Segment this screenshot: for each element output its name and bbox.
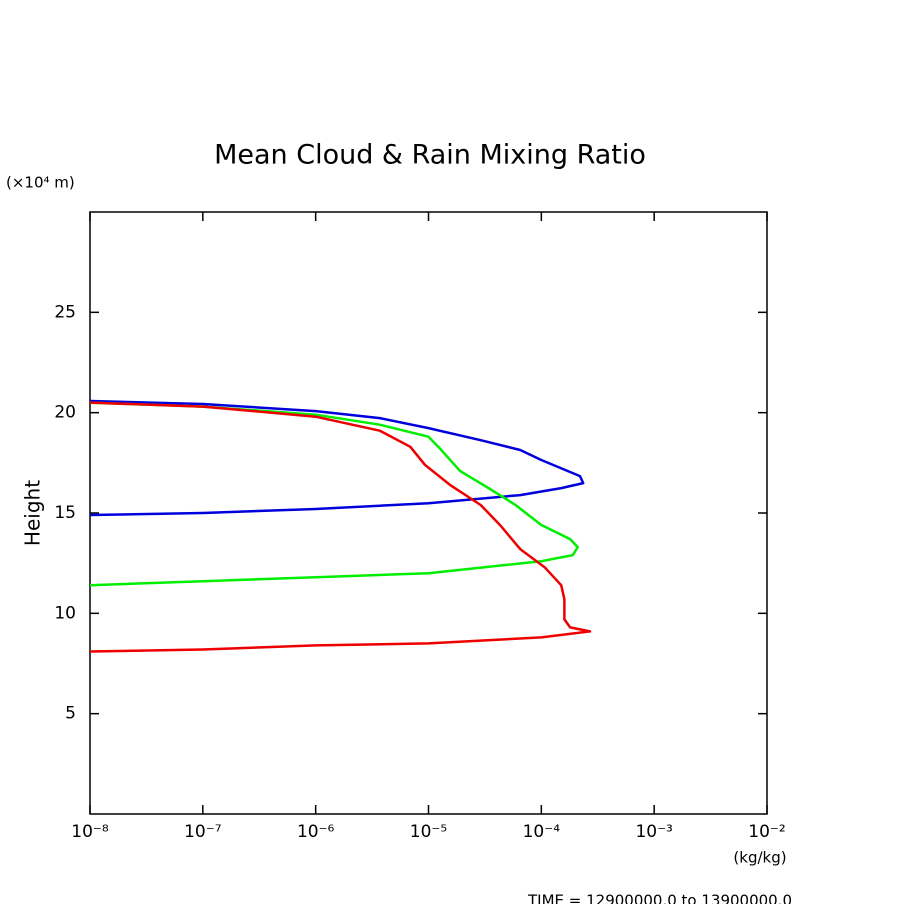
y-axis-label: Height (21, 480, 45, 546)
data-line (89, 401, 592, 653)
y-tick-label: 10 (54, 603, 76, 623)
y-tick-label: 20 (54, 403, 76, 423)
x-tick-label: 10⁻⁵ (410, 822, 447, 842)
x-unit: (kg/kg) (733, 849, 786, 867)
x-tick-label: 10⁻² (748, 822, 785, 842)
x-tick-label: 10⁻⁸ (71, 822, 109, 842)
footer: TIME = 12900000.0 to 13900000.0 (527, 892, 792, 904)
x-tick-label: 10⁻⁷ (184, 822, 222, 842)
y-unit: (×10⁴ m) (6, 174, 75, 192)
chart-title: Mean Cloud & Rain Mixing Ratio (214, 140, 646, 171)
data-line (89, 399, 585, 517)
x-tick-label: 10⁻⁶ (297, 822, 335, 842)
y-tick-label: 15 (54, 503, 76, 523)
x-tick-label: 10⁻⁴ (523, 822, 561, 842)
y-tick-label: 5 (65, 704, 76, 724)
x-tick-label: 10⁻³ (635, 822, 672, 842)
data-line (89, 401, 579, 587)
y-tick-label: 25 (54, 302, 76, 322)
